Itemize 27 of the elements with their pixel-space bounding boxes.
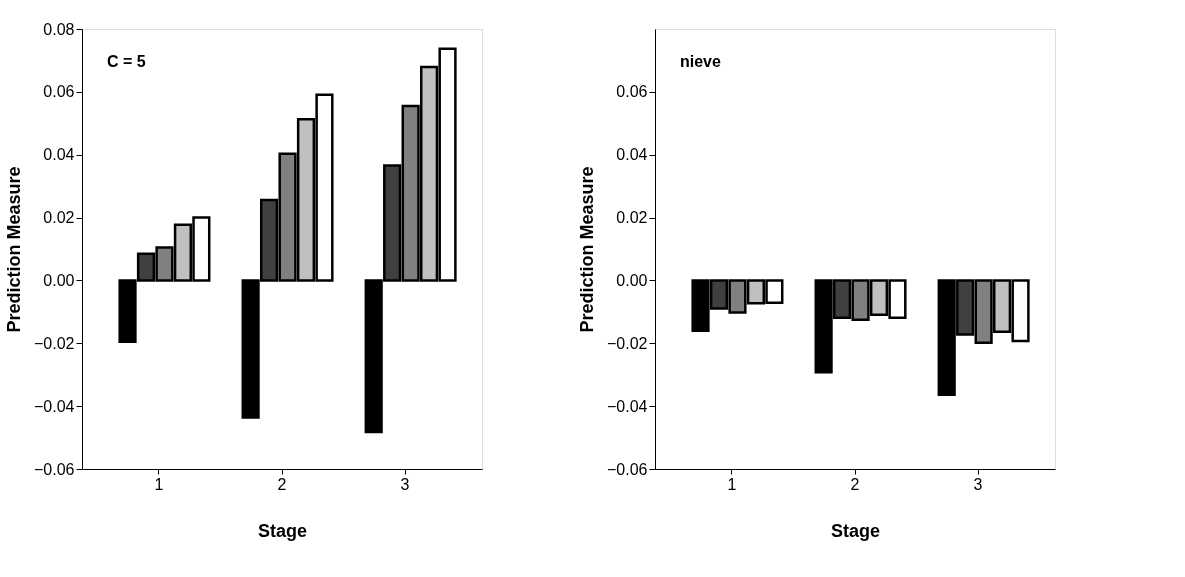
x-tick-label: 2 bbox=[277, 475, 287, 493]
x-axis-title: Stage bbox=[830, 520, 881, 541]
y-tick-label: 0.00 bbox=[616, 271, 648, 289]
y-tick-label: −0.06 bbox=[607, 460, 648, 478]
y-tick-label: −0.06 bbox=[34, 460, 75, 478]
y-tick-label: −0.02 bbox=[34, 334, 75, 352]
x-tick-label: 1 bbox=[727, 475, 737, 493]
y-tick-label: −0.04 bbox=[34, 397, 75, 415]
y-tick-label: 0.04 bbox=[43, 146, 75, 164]
y-tick-label: 0.02 bbox=[43, 209, 75, 227]
x-tick-label: 3 bbox=[973, 475, 983, 493]
y-tick-label: 0.02 bbox=[616, 209, 648, 227]
y-tick-label: 0.04 bbox=[616, 146, 648, 164]
x-axis-title: Stage bbox=[257, 520, 308, 541]
y-tick-label: 0.06 bbox=[616, 83, 648, 101]
x-tick-label: 1 bbox=[154, 475, 164, 493]
annotation: C = 5 bbox=[107, 53, 146, 70]
y-tick-label: −0.04 bbox=[607, 397, 648, 415]
y-tick-label: 0.00 bbox=[43, 271, 75, 289]
y-tick-label: 0.06 bbox=[43, 83, 75, 101]
x-tick-label: 2 bbox=[850, 475, 860, 493]
x-tick-label: 3 bbox=[400, 475, 410, 493]
y-tick-label: 0.08 bbox=[43, 20, 75, 38]
y-axis-title: Prediction Measure bbox=[4, 166, 25, 333]
y-axis-title: Prediction Measure bbox=[577, 166, 598, 333]
annotation: nieve bbox=[680, 53, 722, 70]
y-tick-label: −0.02 bbox=[607, 334, 648, 352]
